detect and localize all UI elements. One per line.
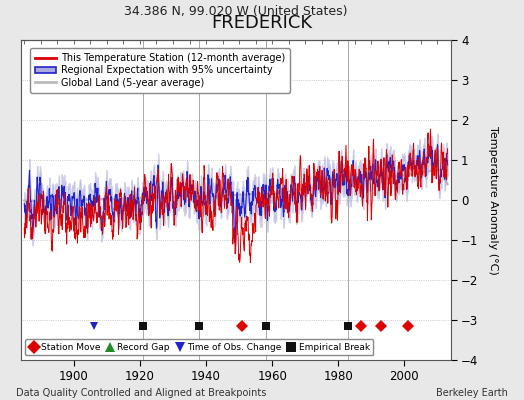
Legend: Station Move, Record Gap, Time of Obs. Change, Empirical Break: Station Move, Record Gap, Time of Obs. C…: [26, 339, 374, 356]
Title: 34.386 N, 99.020 W (United States): 34.386 N, 99.020 W (United States): [124, 5, 347, 18]
Text: Berkeley Earth: Berkeley Earth: [436, 388, 508, 398]
Text: FREDERICK: FREDERICK: [212, 14, 312, 32]
Text: Data Quality Controlled and Aligned at Breakpoints: Data Quality Controlled and Aligned at B…: [16, 388, 266, 398]
Y-axis label: Temperature Anomaly (°C): Temperature Anomaly (°C): [488, 126, 498, 274]
